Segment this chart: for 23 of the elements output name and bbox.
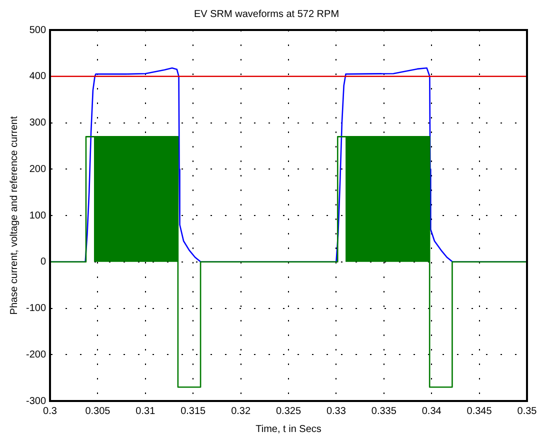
x-tick-label: 0.335 bbox=[371, 406, 397, 417]
x-tick-label: 0.3 bbox=[43, 406, 58, 417]
x-tick-label: 0.32 bbox=[231, 406, 251, 417]
y-tick-label: 400 bbox=[29, 71, 46, 82]
x-tick-label: 0.305 bbox=[85, 406, 111, 417]
chart-title: EV SRM waveforms at 572 RPM bbox=[194, 8, 340, 20]
x-tick-label: 0.325 bbox=[276, 406, 302, 417]
x-tick-label: 0.315 bbox=[180, 406, 206, 417]
y-tick-label: -300 bbox=[26, 396, 46, 407]
x-axis-title: Time, t in Secs bbox=[256, 424, 322, 435]
y-tick-label: 200 bbox=[29, 164, 46, 175]
x-tick-label: 0.34 bbox=[422, 406, 442, 417]
x-tick-label: 0.31 bbox=[136, 406, 156, 417]
y-tick-label: -100 bbox=[26, 303, 46, 314]
y-tick-label: 500 bbox=[29, 24, 46, 36]
x-tick-label: 0.33 bbox=[326, 406, 346, 417]
y-tick-label: 300 bbox=[29, 118, 46, 128]
y-tick-label: 0 bbox=[40, 256, 46, 268]
x-tick-label: 0.35 bbox=[517, 406, 538, 417]
y-tick-label: -200 bbox=[26, 349, 46, 360]
y-tick-label: 100 bbox=[29, 210, 46, 222]
y-axis-title: Phase current, voltage and reference current bbox=[8, 116, 20, 315]
x-tick-label: 0.345 bbox=[466, 406, 492, 417]
